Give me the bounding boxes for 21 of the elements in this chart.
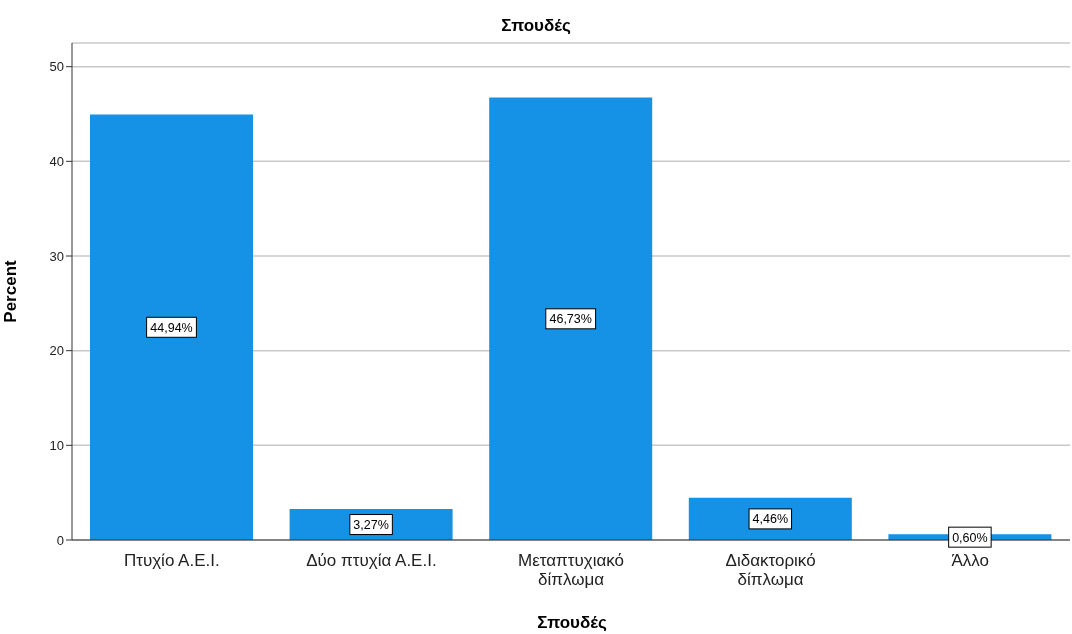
data-label: 4,46% bbox=[752, 512, 789, 527]
y-tick-label: 10 bbox=[49, 437, 64, 453]
x-tick-label: Πτυχίο Α.Ε.Ι. bbox=[123, 551, 220, 570]
y-tick-label: 30 bbox=[49, 248, 64, 264]
y-axis-title: Percent bbox=[1, 259, 21, 323]
y-tick-label: 40 bbox=[49, 153, 64, 169]
data-label: 44,94% bbox=[150, 320, 193, 335]
data-label: 0,60% bbox=[952, 530, 988, 545]
x-tick-label: Άλλο bbox=[951, 551, 989, 570]
data-label: 46,73% bbox=[549, 312, 592, 327]
x-tick-label: Δύο πτυχία Α.Ε.Ι. bbox=[306, 551, 437, 570]
x-tick-label: Διδακτορικό δίπλωμα bbox=[725, 551, 816, 589]
bar bbox=[489, 97, 653, 540]
x-tick-label: Μεταπτυχιακό δίπλωμα bbox=[517, 551, 625, 589]
data-label: 3,27% bbox=[353, 518, 389, 533]
x-axis-title: Σπουδές bbox=[536, 613, 608, 633]
y-tick-label: 20 bbox=[49, 343, 64, 359]
y-tick-label: 50 bbox=[49, 59, 64, 75]
bar bbox=[90, 114, 253, 540]
y-tick-label: 0 bbox=[56, 532, 64, 548]
chart-title: Σπουδές bbox=[500, 16, 572, 36]
